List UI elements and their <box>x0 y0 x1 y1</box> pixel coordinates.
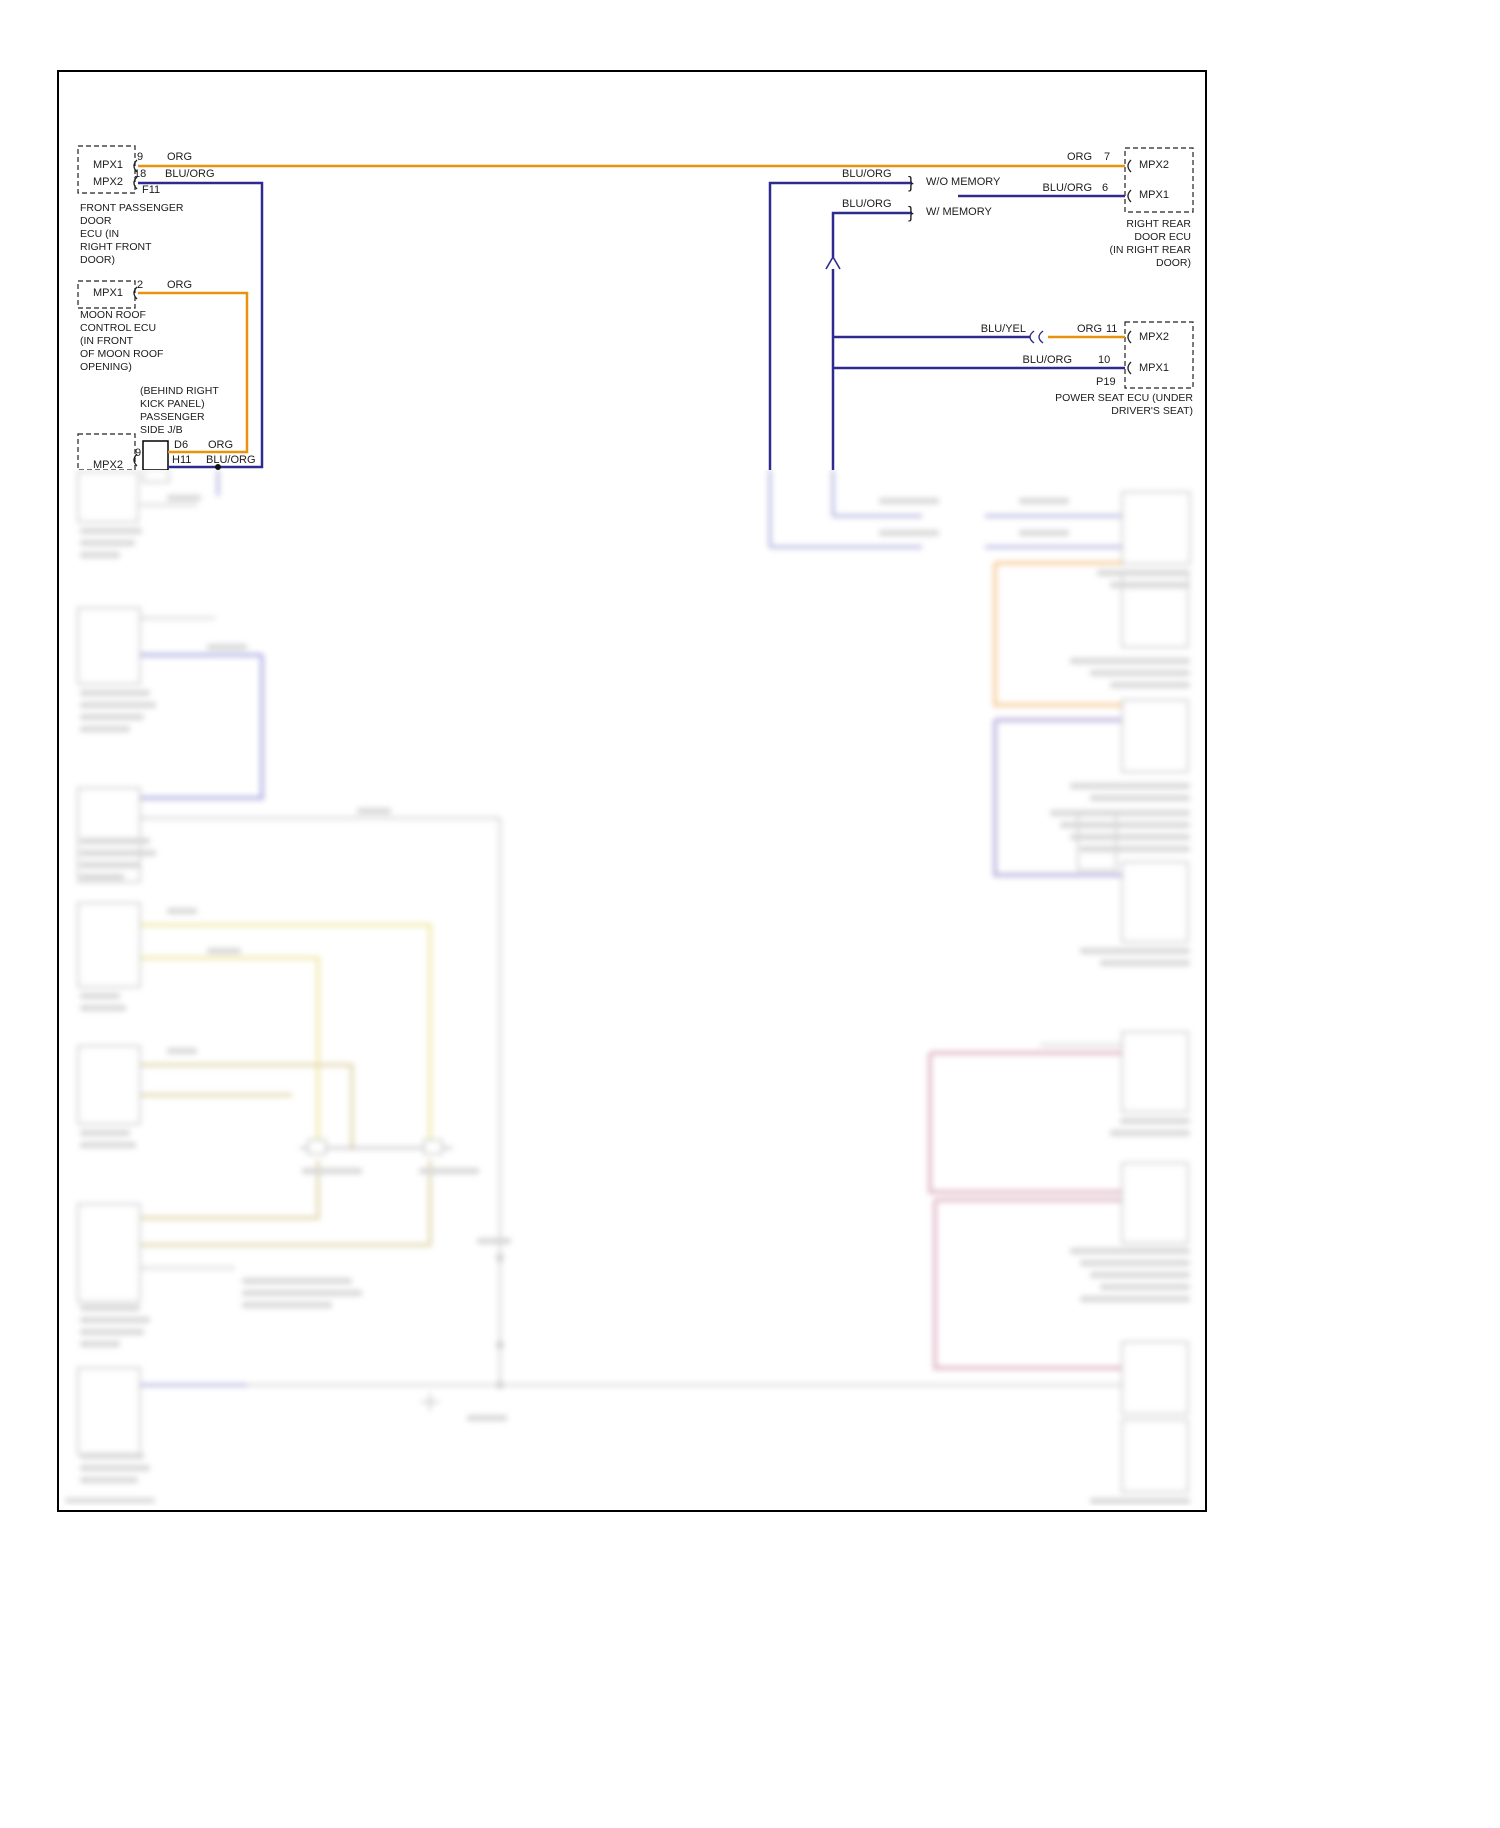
faded-wires-gray <box>140 503 1124 1388</box>
pin-number: 7 <box>1104 151 1111 163</box>
wire-color-label: BLU/ORG <box>206 454 256 466</box>
wire-color-label: ORG <box>1076 323 1102 335</box>
pin-number: 11 <box>1106 323 1118 335</box>
jb-location-label: (BEHIND RIGHT KICK PANEL) PASSENGER SIDE… <box>140 385 219 436</box>
wire-color-label: BLU/ORG <box>842 198 892 210</box>
connector-code: P19 <box>1096 376 1116 388</box>
connector-code: F11 <box>142 184 161 196</box>
component-name: RIGHT REAR DOOR ECU (IN RIGHT REAR DOOR) <box>1109 218 1191 269</box>
option-condition-label: W/O MEMORY <box>926 176 1001 188</box>
moon-roof-ecu-box <box>77 280 136 309</box>
jb-connector-code: D6 <box>174 439 189 451</box>
option-brace-icon: } <box>908 173 914 192</box>
pin-terminal-icons <box>133 159 1132 467</box>
wire-color-label: BLU/ORG <box>842 168 892 180</box>
faded-ground-symbol <box>421 1393 439 1411</box>
faded-wires-orange <box>993 561 1124 707</box>
faded-wires-yellow <box>140 923 432 1150</box>
wire-color-label: BLU/ORG <box>1042 182 1092 194</box>
junction-dot <box>215 464 221 470</box>
jb-connector-code: H11 <box>172 454 192 466</box>
pin-mpx-label: MPX1 <box>93 287 123 299</box>
faded-wires-tan <box>140 1063 432 1247</box>
component-name: POWER SEAT ECU (UNDER DRIVER'S SEAT) <box>1055 392 1193 417</box>
pin-mpx-label: MPX1 <box>1139 189 1169 201</box>
faded-wires-pink <box>928 1051 1124 1370</box>
option-brace-icon: } <box>908 203 914 222</box>
pin-mpx-label: MPX1 <box>93 159 123 171</box>
pin-number: 10 <box>1098 354 1111 366</box>
power-seat-ecu-box <box>1124 321 1194 389</box>
wire-color-label: BLU/ORG <box>165 168 215 180</box>
faded-wires-blue <box>140 653 264 800</box>
wire-color-label: BLU/YEL <box>980 323 1026 335</box>
option-condition-label: W/ MEMORY <box>926 206 992 218</box>
faded-diagram-svg <box>65 470 1191 1504</box>
faded-component-boxes <box>77 470 1191 1493</box>
pin-number: 18 <box>134 168 147 180</box>
wire-color-label: ORG <box>167 279 193 291</box>
pin-number: 2 <box>137 279 144 291</box>
passenger-side-jb-box <box>142 440 169 471</box>
wire-color-label: ORG <box>1066 151 1092 163</box>
pin-mpx-label: MPX2 <box>1139 159 1169 171</box>
wire-blu-org-wo-memory <box>768 181 912 470</box>
component-name: MOON ROOF CONTROL ECU (IN FRONT OF MOON … <box>80 309 164 373</box>
crossover-arrow-icon <box>825 255 841 270</box>
component-name: FRONT PASSENGER DOOR ECU (IN RIGHT FRONT… <box>80 202 184 266</box>
wire-color-label: BLU/ORG <box>1022 354 1072 366</box>
faded-wires-lavender <box>140 470 1122 1387</box>
pin-number: 6 <box>1102 182 1109 194</box>
pin-number: 9 <box>137 151 144 163</box>
inline-connector-icon <box>1029 330 1035 344</box>
pin-number: 9 <box>135 447 142 459</box>
wire-blu-org-w-memory <box>831 211 912 257</box>
faded-diagram-region <box>59 470 1203 1506</box>
wire-color-label: ORG <box>208 439 234 451</box>
faded-wires-purple <box>993 718 1124 877</box>
pin-mpx-label: MPX1 <box>1139 362 1169 374</box>
inline-connector-icon <box>1038 330 1044 344</box>
pin-mpx-label: MPX2 <box>93 459 123 471</box>
faded-text-blobs <box>65 495 1190 1504</box>
pin-mpx-label: MPX2 <box>1139 331 1169 343</box>
right-rear-door-ecu-box <box>1124 147 1194 213</box>
wire-org-moonroof <box>138 291 249 454</box>
faded-junction-dots <box>496 1254 504 1389</box>
pin-mpx-label: MPX2 <box>93 176 123 188</box>
wire-color-label: ORG <box>167 151 193 163</box>
